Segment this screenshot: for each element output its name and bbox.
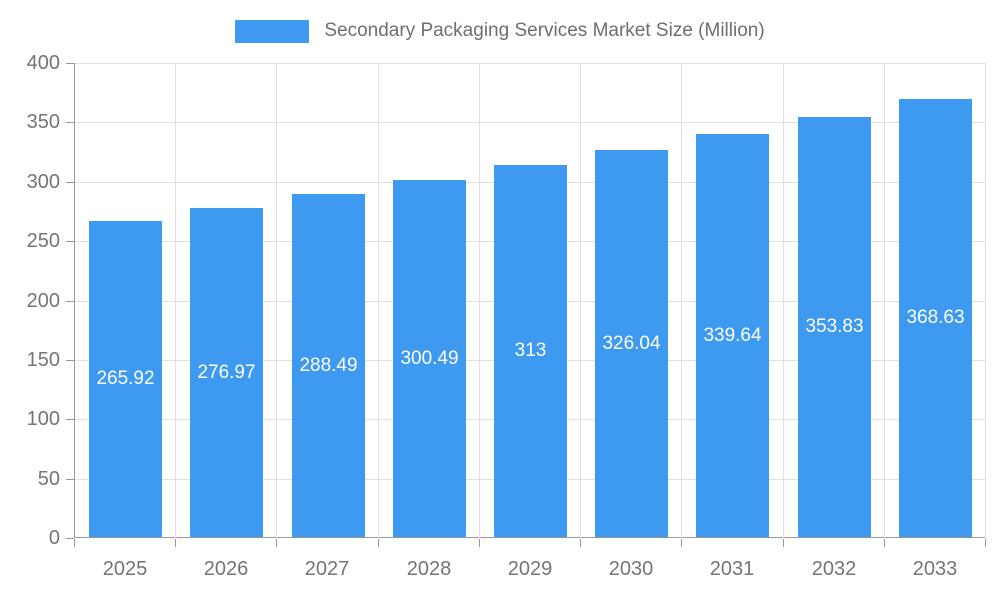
gridline-vertical bbox=[783, 63, 784, 538]
x-axis-tick-label: 2026 bbox=[203, 558, 249, 580]
gridline-vertical bbox=[378, 63, 379, 538]
bar-value-label: 353.83 bbox=[805, 316, 864, 337]
y-axis-tick bbox=[66, 419, 74, 420]
x-axis-tick-label: 2033 bbox=[912, 558, 958, 580]
x-axis-tick-label: 2029 bbox=[507, 558, 553, 580]
gridline-horizontal bbox=[75, 63, 986, 64]
bar-value-label: 265.92 bbox=[96, 368, 155, 389]
bar-value-label: 339.64 bbox=[703, 324, 762, 346]
x-axis-tick-label: 2027 bbox=[304, 558, 350, 580]
bar-2033[interactable]: 368.63 bbox=[899, 99, 972, 537]
y-axis-tick-label: 300 bbox=[26, 171, 60, 193]
y-axis-tick-label: 400 bbox=[26, 52, 60, 74]
bar-2028[interactable]: 300.49 bbox=[393, 180, 466, 537]
x-axis-tick bbox=[175, 539, 176, 547]
y-axis-tick-label: 100 bbox=[26, 408, 60, 430]
bar-value-label: 368.63 bbox=[906, 307, 965, 328]
plot-area: 265.92 276.97 288.49 300.49 313 326.04 339.64 3… bbox=[74, 63, 986, 538]
gridline-vertical bbox=[276, 63, 277, 538]
gridline-vertical bbox=[985, 63, 986, 538]
gridline-vertical bbox=[479, 63, 480, 538]
bar-2032[interactable]: 353.83 bbox=[798, 117, 871, 537]
bar-value-label: 313 bbox=[514, 340, 547, 361]
bar-2031[interactable]: 339.64 bbox=[696, 134, 769, 537]
x-axis-tick bbox=[884, 539, 885, 547]
legend-item[interactable]: Secondary Packaging Services Market Size… bbox=[0, 19, 1000, 43]
y-axis-tick-label: 150 bbox=[26, 349, 60, 371]
x-axis-tick bbox=[276, 539, 277, 547]
y-axis-tick-label: 250 bbox=[26, 230, 60, 252]
y-axis-tick bbox=[66, 479, 74, 480]
x-axis-tick-label: 2032 bbox=[811, 558, 857, 580]
x-axis-tick bbox=[378, 539, 379, 547]
y-axis-tick bbox=[66, 301, 74, 302]
gridline-vertical bbox=[175, 63, 176, 538]
gridline-vertical bbox=[681, 63, 682, 538]
y-axis-tick bbox=[66, 122, 74, 123]
x-axis-tick-label: 2028 bbox=[406, 558, 452, 580]
legend-label: Secondary Packaging Services Market Size… bbox=[324, 20, 765, 41]
y-axis-tick-label: 50 bbox=[37, 468, 60, 490]
y-axis-tick-label: 200 bbox=[26, 290, 60, 312]
bar-2026[interactable]: 276.97 bbox=[190, 208, 263, 537]
bar-value-label: 276.97 bbox=[197, 361, 256, 383]
bar-2029[interactable]: 313 bbox=[494, 165, 567, 537]
bar-value-label: 300.49 bbox=[400, 347, 459, 369]
x-axis-tick bbox=[479, 539, 480, 547]
x-axis-tick bbox=[985, 539, 986, 547]
y-axis-tick bbox=[66, 63, 74, 64]
bar-value-label: 326.04 bbox=[602, 332, 661, 354]
x-axis-tick bbox=[681, 539, 682, 547]
legend-swatch-icon bbox=[235, 19, 310, 43]
bar-2025[interactable]: 265.92 bbox=[89, 221, 162, 537]
x-axis-tick bbox=[74, 539, 75, 547]
y-axis-tick-label: 0 bbox=[48, 527, 60, 549]
gridline-vertical bbox=[884, 63, 885, 538]
bar-2030[interactable]: 326.04 bbox=[595, 150, 668, 537]
gridline-horizontal bbox=[75, 122, 986, 123]
bar-value-label: 288.49 bbox=[299, 354, 358, 376]
gridline-vertical bbox=[580, 63, 581, 538]
x-axis-tick-label: 2025 bbox=[102, 558, 148, 580]
y-axis-tick-label: 350 bbox=[26, 111, 60, 133]
x-axis-tick-label: 2031 bbox=[709, 558, 755, 580]
bar-2027[interactable]: 288.49 bbox=[292, 194, 365, 537]
x-axis-tick bbox=[783, 539, 784, 547]
y-axis-tick bbox=[66, 360, 74, 361]
y-axis-tick bbox=[66, 241, 74, 242]
x-axis-tick bbox=[580, 539, 581, 547]
y-axis-tick bbox=[66, 538, 74, 539]
x-axis-tick-label: 2030 bbox=[608, 558, 654, 580]
y-axis-tick bbox=[66, 182, 74, 183]
